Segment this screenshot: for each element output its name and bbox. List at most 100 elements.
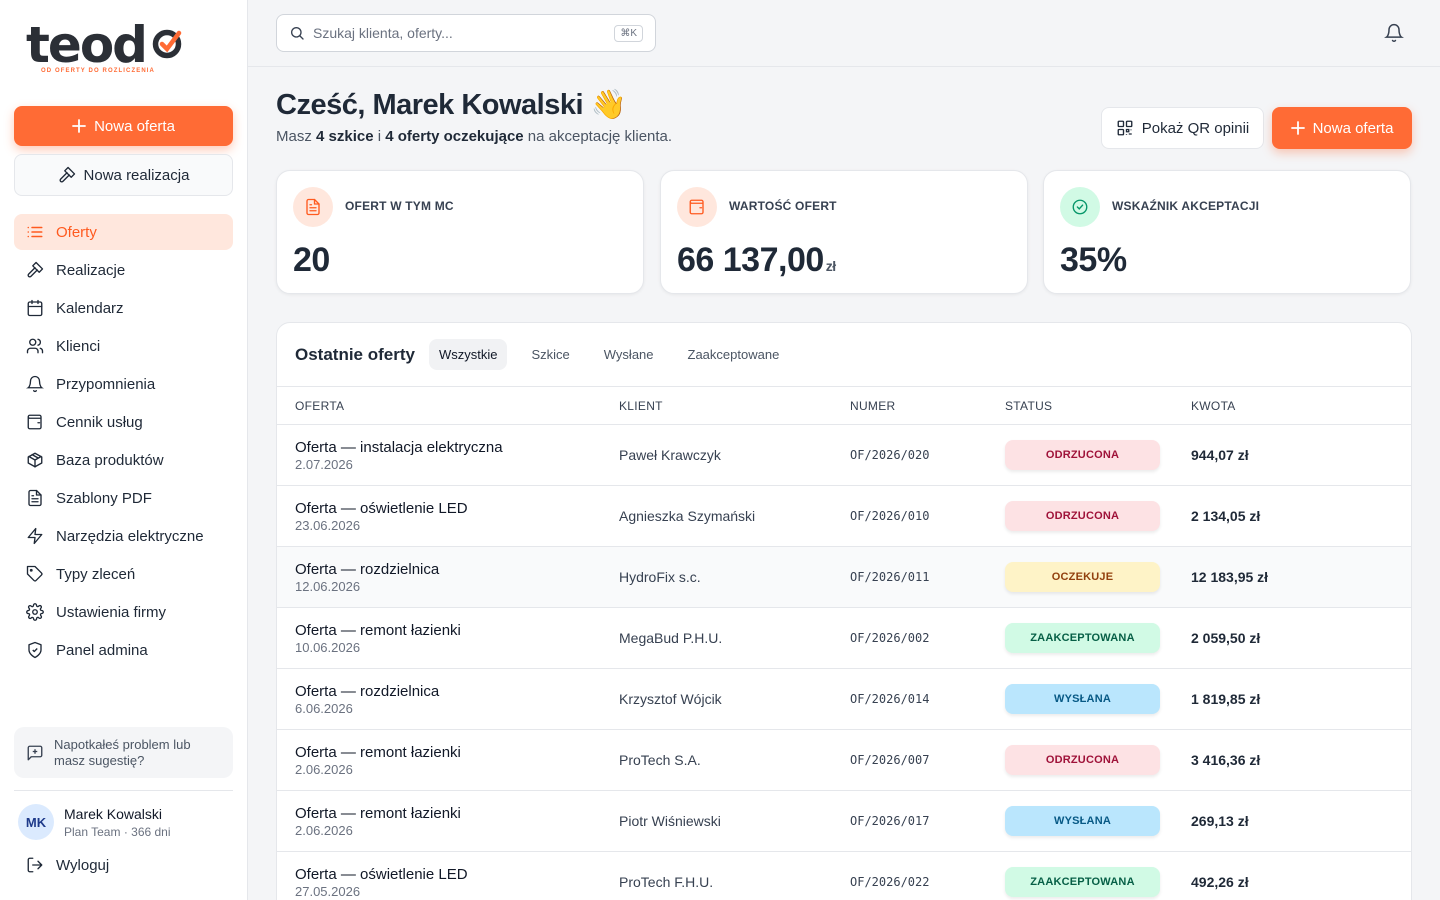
offer-amount: 1 819,85 zł (1191, 691, 1261, 707)
sidebar-new-offer-button[interactable]: Nowa oferta (14, 106, 233, 146)
sidebar-item-admin[interactable]: Panel admina (14, 632, 233, 668)
sidebar-item-label: Przypomnienia (56, 375, 156, 393)
table-row[interactable]: Oferta — instalacja elektryczna 2.07.2026… (277, 425, 1411, 486)
offer-date: 12.06.2026 (295, 578, 361, 594)
brand-logo[interactable]: teodo teod OD OFERTY DO ROZLICZENIA (26, 20, 186, 80)
sidebar-item-szablony[interactable]: Szablony PDF (14, 480, 233, 516)
avatar: MK (18, 804, 54, 840)
users-icon (26, 338, 44, 354)
new-offer-label: Nowa oferta (1312, 119, 1394, 137)
table-row[interactable]: Oferta — oświetlenie LED 27.05.2026 ProTec… (277, 852, 1411, 900)
table-row[interactable]: Oferta — remont łazienki 10.06.2026 MegaBu… (277, 608, 1411, 669)
sidebar-item-label: Cennik usług (56, 413, 143, 431)
offer-title[interactable]: Oferta — remont łazienki (295, 743, 461, 761)
bolt-icon (27, 527, 43, 545)
sidebar-item-realizacje[interactable]: Realizacje (14, 252, 233, 288)
sidebar-item-label: Ustawienia firmy (56, 603, 167, 621)
client-name: Krzysztof Wójcik (619, 691, 722, 707)
search-input[interactable] (313, 25, 607, 41)
sidebar-item-label: Oferty (56, 223, 97, 241)
client-name: ProTech F.H.U. (619, 874, 714, 890)
offer-number: OF/2026/022 (850, 875, 930, 889)
offer-title[interactable]: Oferta — remont łazienki (295, 621, 461, 639)
sidebar-item-cennik[interactable]: Cennik usług (14, 404, 233, 440)
sidebar-item-ustawienia[interactable]: Ustawienia firmy (14, 594, 233, 630)
stat-card-offers: OFERT W TYM MC 20 (276, 170, 644, 294)
offer-cell: Oferta — oświetlenie LED 23.06.2026 (277, 500, 619, 533)
offer-cell: Oferta — rozdzielnica 12.06.2026 (277, 561, 619, 594)
column-header-number[interactable]: NUMER (850, 398, 896, 413)
offer-title[interactable]: Oferta — rozdzielnica (295, 560, 440, 578)
table-row[interactable]: Oferta — remont łazienki 2.06.2026 Piotr W… (277, 791, 1411, 852)
divider (14, 790, 233, 791)
client-name: ProTech S.A. (619, 752, 701, 768)
offer-number: OF/2026/014 (850, 692, 930, 706)
offer-number: OF/2026/011 (850, 570, 930, 584)
column-header-client[interactable]: KLIENT (619, 398, 663, 413)
tag-icon (26, 565, 43, 582)
offer-amount: 3 416,36 zł (1191, 752, 1261, 768)
offer-date: 6.06.2026 (295, 700, 353, 716)
column-header-offer[interactable]: OFERTA (295, 398, 345, 413)
status-cell: ZAAKCEPTOWANA (1005, 623, 1191, 653)
column-header-status[interactable]: STATUS (1005, 398, 1053, 413)
table-header: OFERTA KLIENT NUMER STATUS KWOTA (277, 387, 1411, 425)
notifications-button[interactable] (1384, 23, 1404, 48)
search-box[interactable]: ⌘K (276, 14, 656, 52)
offer-title[interactable]: Oferta — remont łazienki (295, 804, 461, 822)
tab-drafts[interactable]: Szkice (531, 347, 570, 362)
logout-button[interactable]: Wyloguj (26, 856, 109, 874)
sidebar-item-kalendarz[interactable]: Kalendarz (14, 290, 233, 326)
offer-date: 27.05.2026 (295, 883, 361, 899)
check-circle-icon (1060, 187, 1100, 227)
table-row[interactable]: Oferta — remont łazienki 2.06.2026 ProTech… (277, 730, 1411, 791)
sidebar-item-przypomnienia[interactable]: Przypomnienia (14, 366, 233, 402)
sidebar-item-label: Kalendarz (56, 299, 124, 317)
offer-cell: Oferta — instalacja elektryczna 2.07.2026 (277, 439, 619, 472)
panel-header: Ostatnie oferty Wszystkie Szkice Wysłane… (277, 323, 1411, 387)
greeting-post: na akceptację klienta. (523, 128, 673, 145)
table-row[interactable]: Oferta — rozdzielnica 12.06.2026 HydroFix … (277, 547, 1411, 608)
sidebar-item-oferty[interactable]: Oferty (14, 214, 233, 250)
client-name: HydroFix s.c. (619, 569, 701, 585)
tab-sent[interactable]: Wysłane (603, 347, 654, 362)
offer-title[interactable]: Oferta — instalacja elektryczna (295, 438, 503, 456)
document-icon (293, 187, 333, 227)
sidebar-item-klienci[interactable]: Klienci (14, 328, 233, 364)
sidebar-item-label: Klienci (56, 337, 101, 355)
table-row[interactable]: Oferta — rozdzielnica 6.06.2026 Krzysztof … (277, 669, 1411, 730)
offer-cell: Oferta — rozdzielnica 6.06.2026 (277, 683, 619, 716)
pending-count: 4 oferty oczekujące (385, 128, 524, 145)
plus-icon (72, 119, 86, 133)
new-realization-button[interactable]: Nowa realizacja (14, 154, 233, 196)
offer-amount: 2 059,50 zł (1191, 630, 1261, 646)
show-qr-button[interactable]: Pokaż QR opinii (1101, 107, 1264, 149)
new-offer-button[interactable]: Nowa oferta (1272, 107, 1412, 149)
offer-title[interactable]: Oferta — oświetlenie LED (295, 865, 468, 883)
tab-accepted[interactable]: Zaakceptowane (687, 347, 780, 362)
sidebar-item-produkty[interactable]: Baza produktów (14, 442, 233, 478)
sidebar-item-typy[interactable]: Typy zleceń (14, 556, 233, 592)
user-profile[interactable]: MK Marek Kowalski Plan Team · 366 dni (18, 804, 171, 840)
status-badge: ODRZUCONA (1005, 745, 1160, 775)
offer-cell: Oferta — remont łazienki 2.06.2026 (277, 805, 619, 838)
column-header-amount[interactable]: KWOTA (1191, 398, 1236, 413)
status-badge: ZAAKCEPTOWANA (1005, 623, 1160, 653)
new-offer-label: Nowa oferta (94, 117, 175, 135)
plus-icon (1290, 121, 1305, 135)
tab-all[interactable]: Wszystkie (428, 339, 508, 370)
feedback-link[interactable]: Napotkałeś problem lub masz sugestię? (14, 727, 233, 778)
offer-title[interactable]: Oferta — oświetlenie LED (295, 499, 468, 517)
offer-number: OF/2026/010 (850, 509, 930, 523)
sidebar-item-label: Baza produktów (56, 451, 164, 469)
stat-number: 66 137,00 (677, 241, 824, 279)
sidebar-item-narzedzia[interactable]: Narzędzia elektryczne (14, 518, 233, 554)
new-realization-label: Nowa realizacja (83, 166, 190, 184)
table-row[interactable]: Oferta — oświetlenie LED 23.06.2026 Agnies… (277, 486, 1411, 547)
offer-cell: Oferta — oświetlenie LED 27.05.2026 (277, 866, 619, 899)
offer-title[interactable]: Oferta — rozdzielnica (295, 682, 440, 700)
offer-date: 2.06.2026 (295, 761, 353, 777)
sidebar-item-label: Szablony PDF (56, 489, 152, 507)
offer-amount: 492,26 zł (1191, 874, 1249, 890)
logo-check-icon (152, 29, 182, 59)
